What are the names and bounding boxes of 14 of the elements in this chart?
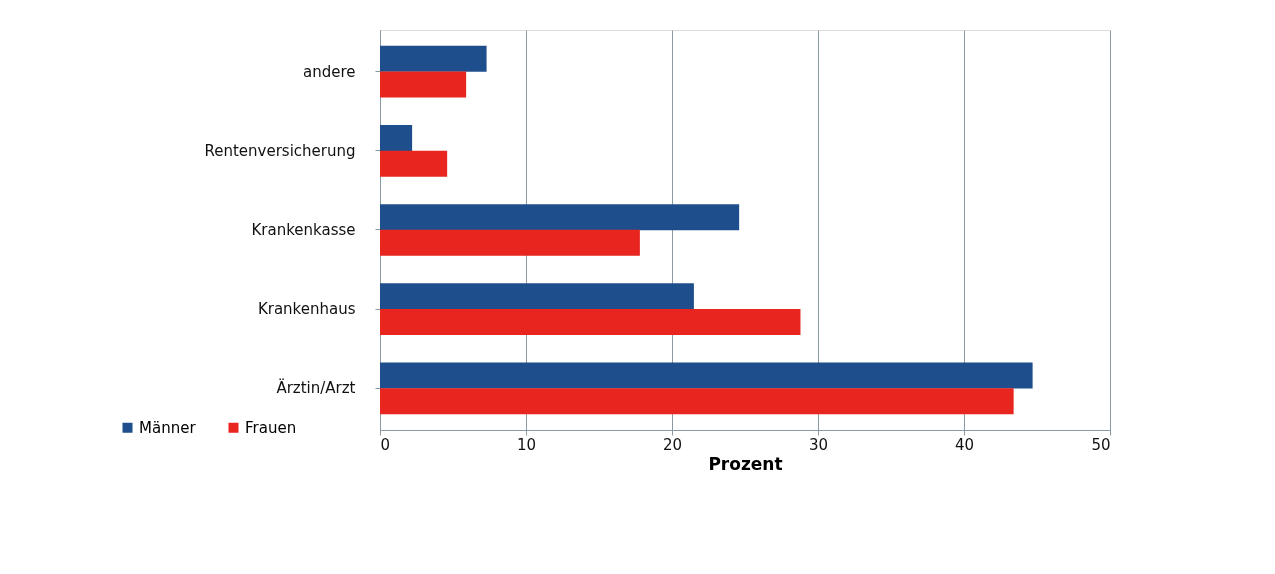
x-axis-title: Prozent — [708, 453, 783, 474]
y-tick-label: andere — [302, 62, 356, 81]
y-tick-label: Rentenversicherung — [204, 141, 356, 160]
x-tick-label: 30 — [808, 435, 829, 454]
x-tick-label: 10 — [516, 435, 537, 454]
x-tick-label: 20 — [662, 435, 683, 454]
x-tick-label: 40 — [954, 435, 975, 454]
y-tick-label: Krankenkasse — [251, 221, 356, 239]
legend-label: Männer — [139, 418, 197, 437]
x-tick-label: 0 — [380, 435, 391, 454]
y-tick-label: Ärztin/Arzt — [276, 378, 356, 398]
legend-label: Frauen — [245, 418, 297, 437]
y-tick-label: Krankenhaus — [257, 300, 356, 319]
x-tick-label: 50 — [1091, 435, 1111, 454]
